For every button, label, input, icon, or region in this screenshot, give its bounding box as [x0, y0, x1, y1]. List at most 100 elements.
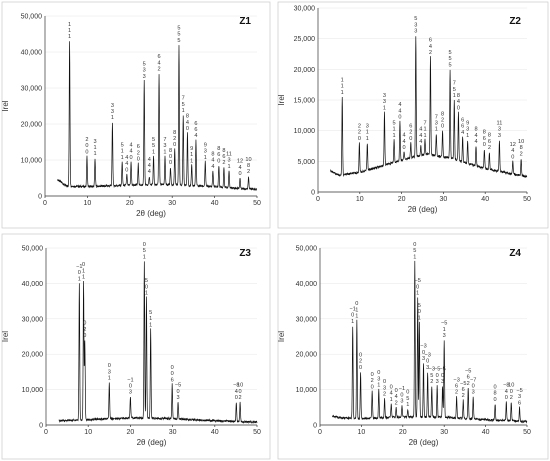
- x-tick-label: 40: [481, 196, 489, 203]
- hkl-label: 2: [137, 150, 140, 156]
- hkl-label: 9: [204, 142, 207, 148]
- hkl-label: 5: [449, 56, 452, 62]
- hkl-label: 2: [222, 160, 225, 166]
- y-tick-label: 30,000: [296, 316, 318, 323]
- y-axis-title: Irel: [277, 331, 286, 342]
- hkl-label: 12: [510, 142, 516, 148]
- hkl-label: 3: [518, 394, 521, 400]
- hkl-label: 3: [383, 99, 386, 105]
- hkl-label: 1: [149, 322, 152, 328]
- hkl-label: 4: [419, 127, 422, 133]
- hkl-label: 5: [449, 62, 452, 68]
- hkl-label: 3: [227, 158, 230, 164]
- hkl-label: 0: [217, 158, 220, 164]
- hkl-label: 8: [441, 111, 444, 117]
- hkl-label: 4: [419, 133, 422, 139]
- x-tick-label: 20: [399, 429, 407, 436]
- hkl-label: 10: [518, 139, 524, 145]
- hkl-label: 11: [497, 120, 503, 126]
- hkl-label: 5: [182, 102, 185, 108]
- hkl-label: 4: [148, 157, 151, 163]
- y-tick-label: 40,000: [22, 281, 44, 288]
- hkl-label: 2: [520, 151, 523, 157]
- hkl-label: 8: [520, 145, 523, 151]
- hkl-label: 1: [227, 164, 230, 170]
- hkl-label: 1: [393, 133, 396, 139]
- hkl-label: 7: [423, 120, 426, 126]
- hkl-label: 3: [143, 74, 146, 80]
- hkl-label: 0: [358, 136, 361, 142]
- hkl-label: 8: [211, 151, 214, 157]
- hkl-label: 4: [157, 60, 160, 66]
- hkl-label: 3: [108, 369, 111, 375]
- hkl-label: 5: [393, 120, 396, 126]
- hkl-label: 0: [418, 309, 421, 315]
- x-tick-label: 50: [253, 200, 261, 207]
- hkl-label: 10: [237, 383, 243, 389]
- hkl-label: 1: [366, 130, 369, 136]
- hkl-label: 2: [157, 67, 160, 73]
- hkl-label: 1: [82, 275, 85, 281]
- hkl-label: 0: [85, 149, 88, 155]
- hkl-label: 1: [108, 376, 111, 382]
- y-tick-label: 10,000: [294, 128, 316, 135]
- hkl-label: 4: [403, 139, 406, 145]
- hkl-label: 0: [483, 142, 486, 148]
- hkl-label: 2: [441, 117, 444, 123]
- y-axis-title: Irel: [1, 331, 10, 342]
- x-tick-label: 30: [440, 429, 448, 436]
- hkl-label: 9: [190, 146, 193, 152]
- hkl-label: 9: [466, 120, 469, 126]
- y-tick-label: 40,000: [296, 281, 318, 288]
- hkl-label: 11: [226, 151, 232, 157]
- hkl-label: 4: [130, 142, 133, 148]
- hkl-label: 0: [371, 372, 374, 378]
- x-tick-label: 10: [84, 200, 92, 207]
- hkl-label: 0: [351, 313, 354, 319]
- hkl-label: −3: [429, 367, 435, 373]
- x-tick-label: 10: [358, 429, 366, 436]
- hkl-label: 1: [182, 108, 185, 114]
- x-tick-label: 20: [126, 200, 134, 207]
- hkl-label: 2: [462, 393, 465, 399]
- y-tick-label: 20,000: [296, 352, 318, 359]
- hkl-label: 0: [78, 270, 81, 276]
- y-tick-label: 0: [313, 423, 317, 430]
- x-tick-label: 0: [318, 429, 322, 436]
- hkl-label: −3: [424, 353, 430, 359]
- hkl-label: 0: [436, 373, 439, 379]
- hkl-label: 2: [239, 395, 242, 401]
- hkl-label: 0: [359, 365, 362, 371]
- hkl-label: 8: [217, 146, 220, 152]
- diffraction-trace: [58, 261, 258, 424]
- x-tick-label: 10: [356, 196, 364, 203]
- hkl-label: 0: [137, 157, 140, 163]
- hkl-label: 0: [416, 284, 419, 290]
- hkl-label: 1: [418, 315, 421, 321]
- hkl-label: 3: [163, 143, 166, 149]
- hkl-label: 0: [108, 363, 111, 369]
- panel-label: Z3: [239, 248, 251, 259]
- hkl-label: 7: [182, 96, 185, 102]
- hkl-label: −8: [503, 383, 509, 389]
- hkl-label: 1: [423, 133, 426, 139]
- hkl-label: 8: [169, 148, 172, 154]
- hkl-label: 4: [474, 133, 477, 139]
- hkl-label: 4: [194, 133, 197, 139]
- hkl-label: 6: [171, 377, 174, 383]
- y-tick-label: 0: [39, 423, 43, 430]
- hkl-label: 4: [238, 165, 241, 171]
- hkl-label: 3: [414, 22, 417, 28]
- hkl-label: 2: [371, 378, 374, 384]
- hkl-label: 6: [217, 152, 220, 158]
- y-tick-label: 50,000: [21, 14, 43, 21]
- hkl-label: 6: [461, 124, 464, 130]
- hkl-label: 4: [429, 44, 432, 50]
- hkl-label: 5: [149, 310, 152, 316]
- hkl-label: 6: [222, 154, 225, 160]
- hkl-label: 6: [461, 117, 464, 123]
- hkl-label: 3: [498, 133, 501, 139]
